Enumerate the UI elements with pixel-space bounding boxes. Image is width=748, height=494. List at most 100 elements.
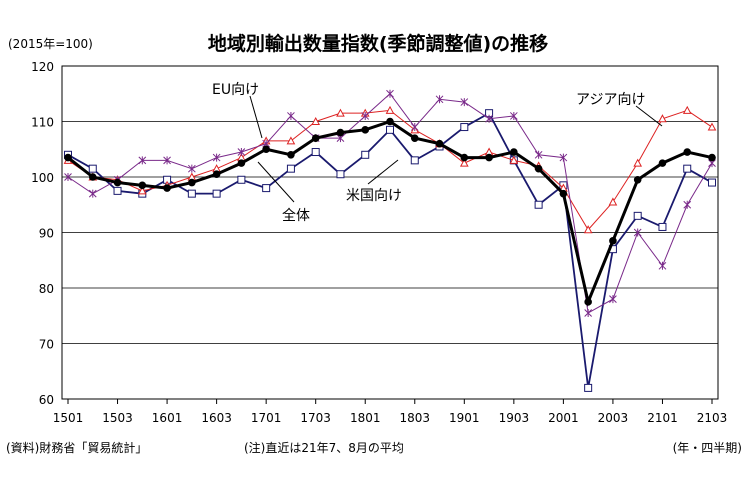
data-point [658, 159, 667, 167]
data-point [137, 186, 147, 195]
x-tick-label: 2001 [548, 411, 579, 425]
data-point [385, 105, 395, 114]
data-point [336, 128, 345, 137]
data-point [163, 184, 171, 192]
data-point [212, 153, 221, 162]
data-point [534, 164, 543, 173]
data-point [460, 153, 469, 162]
data-point [187, 189, 196, 198]
data-point [336, 108, 345, 117]
data-point [609, 237, 617, 245]
data-point [138, 181, 147, 190]
data-point [311, 116, 321, 125]
data-point [485, 153, 493, 162]
x-axis-ticks: 1501 1503 1601 1603 1701 1703 1801 1803 1901 1903… [53, 399, 728, 425]
footer-source: (資料)財務省「貿易統計」 [6, 440, 147, 455]
chart-title: 地域別輸出数量指数(季節調整値)の推移 [208, 32, 548, 55]
y-tick-label: 90 [39, 227, 54, 241]
data-point [683, 164, 692, 173]
eu-leader-line [249, 95, 263, 139]
grid [62, 121, 718, 344]
data-point [138, 156, 147, 165]
y-tick-label: 70 [39, 338, 54, 352]
data-point [88, 164, 97, 173]
data-point [485, 114, 493, 123]
data-point [584, 383, 593, 392]
series-3 [64, 117, 716, 307]
data-point [658, 114, 667, 123]
x-tick-label: 1801 [350, 411, 381, 425]
data-point [509, 155, 519, 164]
series-2 [64, 89, 716, 317]
y-tick-label: 120 [31, 60, 54, 74]
data-point [708, 178, 716, 187]
data-point [188, 178, 196, 187]
footer-note: (注)直近は21年7、8月の平均 [244, 440, 404, 455]
data-point [311, 148, 320, 157]
y-tick-label: 60 [39, 393, 54, 407]
data-point [683, 200, 692, 209]
data-point [608, 197, 618, 206]
data-point [64, 153, 72, 162]
series-0 [64, 109, 716, 392]
data-point [583, 225, 593, 234]
data-point [336, 170, 345, 179]
data-point [584, 298, 592, 306]
data-point [633, 158, 643, 167]
annotation-total: 全体 [282, 207, 310, 224]
x-tick-label: 2103 [697, 411, 728, 425]
data-point [286, 164, 295, 173]
y-tick-label: 80 [39, 282, 54, 296]
data-point [559, 189, 568, 198]
unit-note: (2015年=100) [8, 37, 93, 51]
x-tick-label: 1501 [53, 411, 84, 425]
data-point [361, 150, 370, 159]
data-point [311, 134, 320, 142]
x-tick-label: 1601 [152, 411, 183, 425]
x-tick-label: 1503 [102, 411, 133, 425]
data-point [187, 164, 196, 173]
data-point [658, 261, 667, 270]
data-point [459, 158, 469, 167]
data-point [658, 222, 667, 231]
data-point [609, 295, 617, 304]
data-point [361, 111, 370, 120]
x-tick-label: 1703 [300, 411, 331, 425]
data-point [386, 117, 394, 126]
data-point [262, 145, 270, 154]
data-point [682, 105, 692, 114]
x-tick-label: 1803 [399, 411, 430, 425]
data-point [88, 189, 97, 198]
data-point [88, 173, 97, 181]
data-point [509, 111, 518, 120]
y-tick-label: 110 [31, 116, 54, 130]
data-point [287, 151, 295, 159]
total-leader-line [257, 161, 295, 203]
data-point [262, 184, 271, 193]
data-point [460, 98, 469, 107]
x-tick-label: 2101 [647, 411, 678, 425]
annotations: EU向け アジア向け 米国向け 全体 [212, 82, 663, 224]
data-point [534, 150, 543, 159]
footer-x-unit: (年・四半期) [673, 441, 742, 455]
plot-frame [61, 65, 719, 400]
data-point [212, 189, 221, 198]
data-point [113, 186, 122, 195]
data-point [633, 228, 642, 237]
data-point [410, 156, 419, 165]
data-point [410, 123, 419, 132]
data-point [633, 175, 642, 184]
data-point [386, 125, 394, 134]
data-point [534, 200, 543, 209]
data-point [361, 126, 370, 134]
data-point [510, 148, 518, 156]
data-point [212, 170, 221, 179]
data-point [237, 159, 246, 167]
data-point [410, 134, 419, 142]
annotation-us: 米国向け [346, 188, 402, 204]
us-leader-line [367, 159, 399, 185]
series-line [67, 119, 713, 307]
data-point [683, 148, 692, 156]
data-point [64, 173, 72, 181]
